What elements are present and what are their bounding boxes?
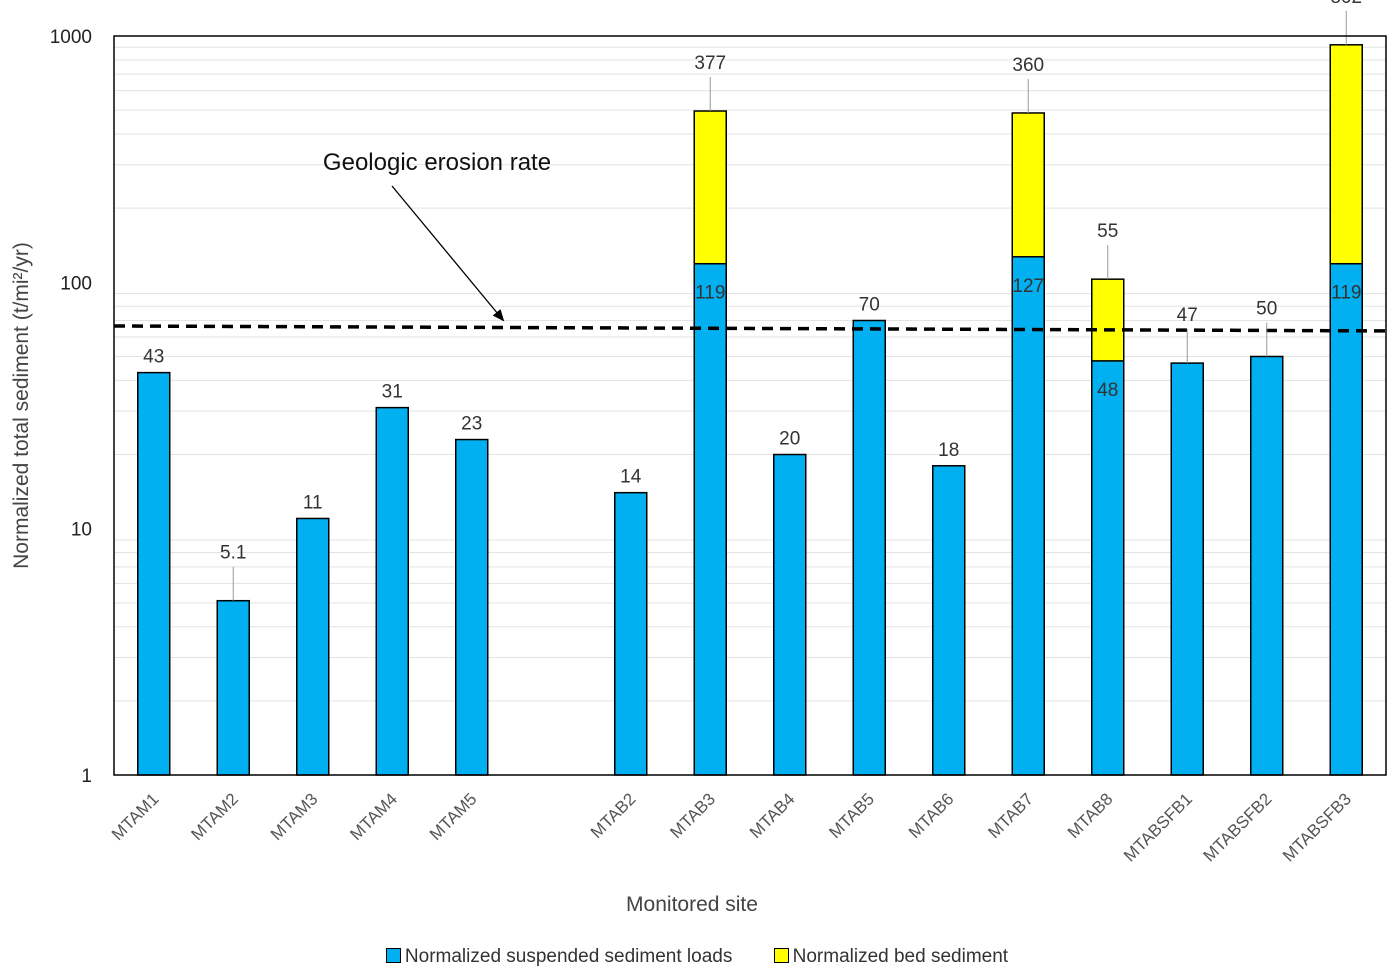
data-label-suspended: 127 (1012, 276, 1044, 297)
x-tick-label: MTAB3 (666, 789, 719, 842)
legend: Normalized suspended sediment loads Norm… (0, 946, 1394, 968)
data-label-total: 360 (1012, 55, 1044, 76)
bar-suspended (216, 599, 250, 776)
data-label-total: 20 (779, 429, 800, 450)
legend-item-bed: Normalized bed sediment (773, 946, 1009, 968)
y-tick-label: 1 (81, 766, 92, 787)
x-tick-label: MTAB5 (825, 789, 878, 842)
bar-suspended (455, 438, 489, 776)
bar-suspended (614, 491, 648, 776)
bar-bed (1091, 278, 1125, 362)
bar-bed (1011, 112, 1045, 258)
legend-label-bed: Normalized bed sediment (792, 946, 1009, 967)
reference-line (113, 324, 1387, 333)
bar-bed (693, 110, 727, 265)
legend-swatch-suspended (385, 948, 401, 963)
data-label-total: 70 (859, 294, 880, 315)
annotation-arrow (391, 185, 505, 322)
data-label-suspended: 119 (695, 283, 725, 304)
x-tick-label: MTAM3 (267, 789, 322, 844)
x-tick-label: MTAM4 (346, 789, 401, 844)
data-label-total: 43 (143, 347, 164, 368)
bar-suspended (852, 319, 886, 776)
data-label-total: 23 (461, 414, 482, 435)
axes-group: 1 10 100 1000 (50, 27, 92, 787)
bar-suspended (1091, 360, 1125, 776)
data-label-total: 31 (382, 382, 403, 403)
x-tick-label: MTAM2 (187, 789, 242, 844)
plot-frame (113, 35, 1387, 776)
bar-bed (1329, 44, 1363, 265)
bar-suspended (773, 453, 807, 776)
legend-label-suspended: Normalized suspended sediment loads (404, 946, 733, 967)
bar-suspended (375, 406, 409, 776)
data-label-total: 18 (938, 440, 959, 461)
bar-suspended (1170, 362, 1204, 776)
data-label-total: 47 (1177, 305, 1198, 326)
x-tick-label: MTABSFB2 (1200, 789, 1276, 865)
reference-line-group (113, 324, 1387, 333)
data-label-total: 5.1 (220, 543, 246, 564)
bar-suspended (296, 517, 330, 776)
bar-suspended (1250, 355, 1284, 776)
x-tick-label: MTABSFB3 (1279, 789, 1355, 865)
x-tick-label: MTABSFB1 (1120, 789, 1196, 865)
data-label-total: 50 (1256, 298, 1277, 319)
legend-item-suspended: Normalized suspended sediment loads (385, 946, 733, 968)
x-tick-label: MTAM5 (426, 789, 481, 844)
x-tick-label: MTAB6 (905, 789, 958, 842)
y-axis-title: Normalized total sediment (t/mi²/yr) (10, 242, 33, 569)
data-label-total: 11 (303, 492, 323, 513)
sediment-chart: MTAM1 43 MTAM2 5.1 MTAM3 11 MTAM4 31 MTAM5 23 MTAB… (10, 0, 1387, 916)
bars-group (137, 44, 1363, 776)
bar-suspended (932, 465, 966, 776)
data-label-total: 377 (694, 53, 726, 74)
data-label-suspended: 48 (1097, 380, 1118, 401)
y-tick-label: 10 (71, 520, 92, 541)
bar-suspended (1011, 256, 1045, 776)
x-tick-label: MTAM1 (108, 789, 163, 844)
data-label-total: 14 (620, 467, 642, 488)
bar-suspended (137, 371, 171, 776)
y-tick-label: 1000 (50, 27, 92, 48)
geologic-erosion-annotation: Geologic erosion rate (323, 149, 551, 176)
x-tick-label: MTAB7 (984, 789, 1037, 842)
legend-swatch-bed (773, 948, 789, 963)
x-tick-label: MTAB2 (587, 789, 640, 842)
bar-suspended (693, 262, 727, 776)
x-axis-title: Monitored site (626, 893, 758, 916)
y-tick-label: 100 (60, 273, 92, 294)
data-label-total: 55 (1097, 221, 1118, 242)
x-tick-label: MTAB8 (1064, 789, 1117, 842)
x-tick-label: MTAB4 (746, 789, 799, 842)
data-label-suspended: 119 (1331, 283, 1361, 304)
bar-suspended (1329, 262, 1363, 776)
data-label-total: 802 (1330, 0, 1362, 8)
